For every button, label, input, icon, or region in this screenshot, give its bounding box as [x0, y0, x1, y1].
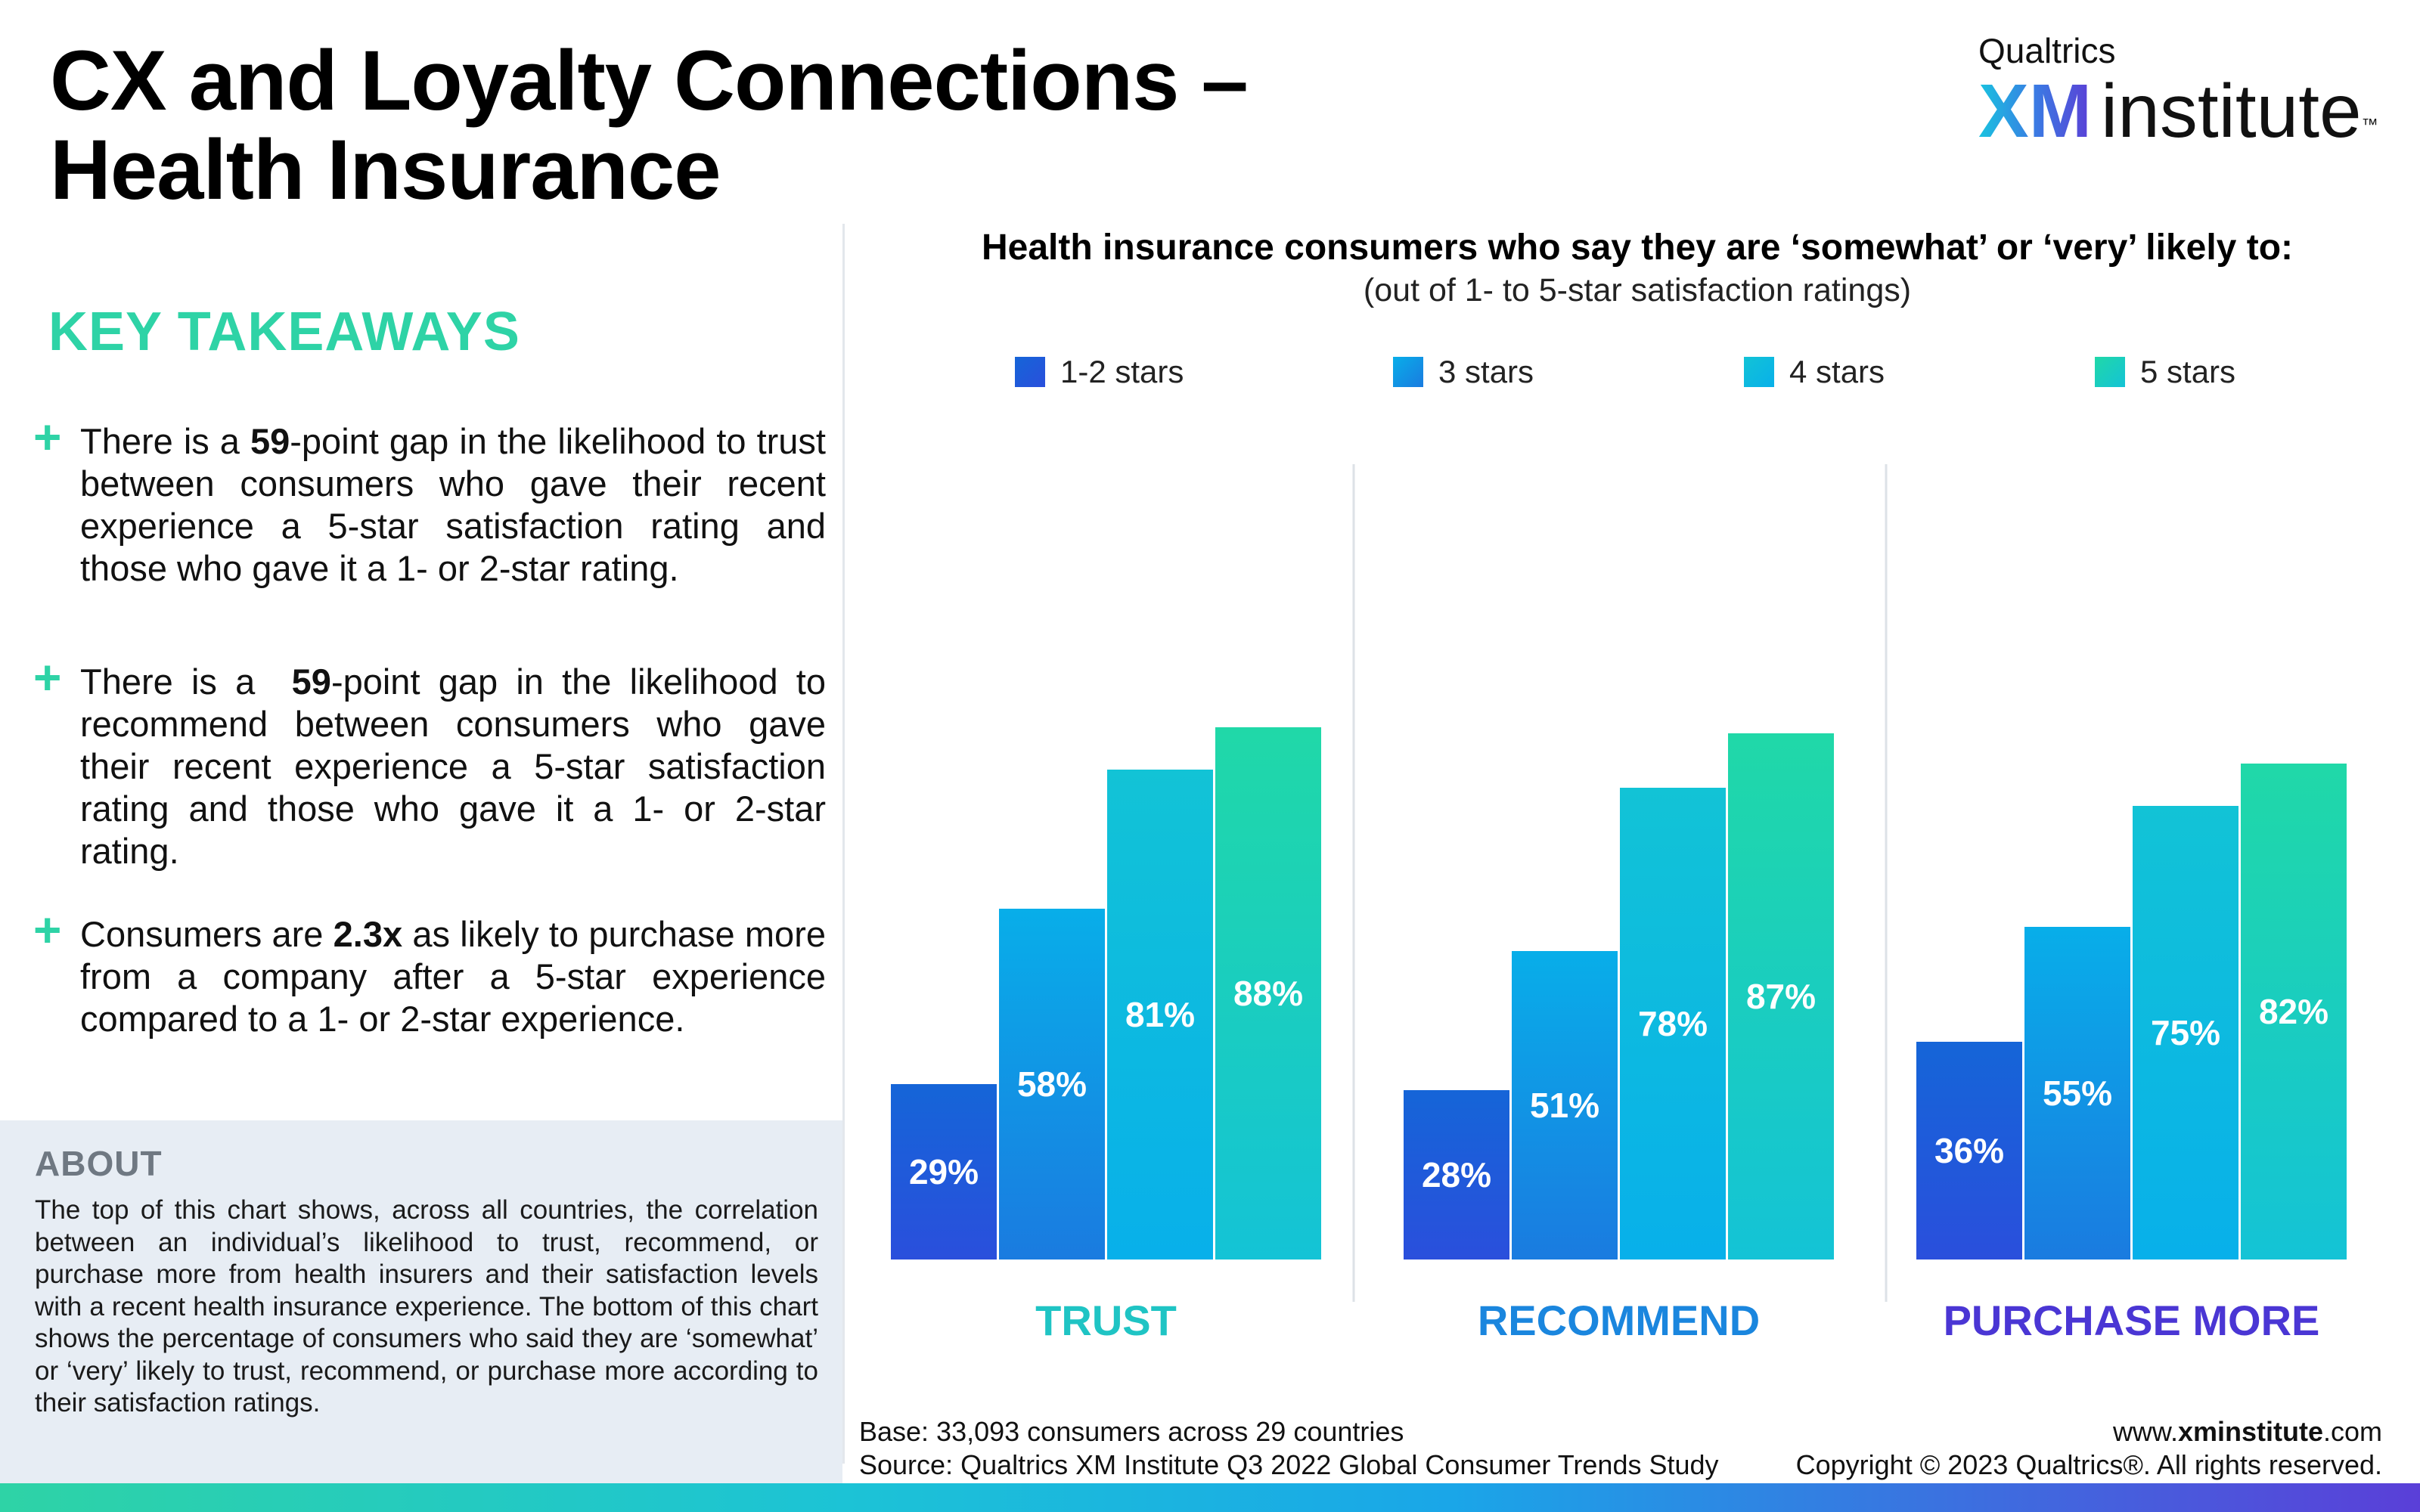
- page-title: CX and Loyalty Connections – Health Insu…: [50, 36, 1336, 215]
- takeaway-2-before: There is a: [80, 662, 292, 702]
- takeaway-1-bold: 59: [250, 421, 290, 461]
- takeaway-3-bold: 2.3x: [333, 914, 403, 954]
- chart-subtitle: (out of 1- to 5-star satisfaction rating…: [1363, 272, 1912, 308]
- plus-icon: +: [33, 650, 62, 705]
- takeaway-text-3: Consumers are 2.3x as likely to purchase…: [80, 913, 826, 1040]
- logo-xm-text: XM: [1978, 69, 2092, 153]
- legend-label: 5 stars: [2140, 354, 2236, 389]
- data-label: 28%: [1422, 1155, 1491, 1194]
- takeaway-1-before: There is a: [80, 421, 250, 461]
- page-title-line-2: Health Insurance: [50, 122, 721, 217]
- footer-url-prefix: www.: [2112, 1416, 2178, 1447]
- data-label: 78%: [1638, 1004, 1708, 1043]
- data-label: 75%: [2151, 1013, 2220, 1052]
- logo-institute-text: institute: [2101, 69, 2362, 153]
- legend-swatch-5-stars: [2095, 357, 2125, 387]
- bar-recommend-4-stars: [1620, 788, 1726, 1259]
- takeaway-2-bold: 59: [291, 662, 331, 702]
- footer-base: Base: 33,093 consumers across 29 countri…: [859, 1416, 1404, 1447]
- legend-item-3-stars: 3 stars: [1393, 354, 1534, 389]
- key-takeaways-heading: KEY TAKEAWAYS: [48, 302, 520, 362]
- takeaway-2-after: -point gap in the likelihood to recommen…: [80, 662, 826, 871]
- data-label: 29%: [909, 1152, 979, 1191]
- about-text: The top of this chart shows, across all …: [35, 1195, 818, 1418]
- legend-label: 4 stars: [1789, 354, 1885, 389]
- takeaway-3-after: as likely to purchase more from a compan…: [80, 914, 826, 1039]
- bar-purchase-more-3-stars: [2024, 927, 2130, 1259]
- takeaway-text-2: There is a 59-point gap in the likelihoo…: [80, 661, 826, 872]
- legend-item-5-stars: 5 stars: [2095, 354, 2236, 389]
- takeaway-1-after: -point gap in the likelihood to trust be…: [80, 421, 826, 588]
- category-label-purchase-more: PURCHASE MORE: [1944, 1297, 2320, 1344]
- legend-item-4-stars: 4 stars: [1744, 354, 1885, 389]
- bar-recommend-1-2-stars: [1404, 1090, 1509, 1259]
- footer-source: Source: Qualtrics XM Institute Q3 2022 G…: [859, 1449, 1719, 1480]
- data-label: 81%: [1125, 995, 1195, 1034]
- legend-swatch-1-2-stars: [1015, 357, 1045, 387]
- about-heading: ABOUT: [35, 1144, 163, 1183]
- logo-main: XM institute™: [1978, 70, 2378, 153]
- xm-institute-logo: Qualtrics XM institute™: [1978, 30, 2378, 153]
- data-label: 55%: [2043, 1074, 2112, 1113]
- footer-left: Base: 33,093 consumers across 29 countri…: [859, 1415, 1719, 1482]
- data-label: 51%: [1530, 1086, 1599, 1125]
- footer-right: www.xminstitute.com Copyright © 2023 Qua…: [1796, 1415, 2382, 1482]
- bottom-gradient-bar: [0, 1483, 2420, 1512]
- data-label: 36%: [1934, 1131, 2004, 1170]
- bar-trust-1-2-stars: [891, 1084, 997, 1259]
- bar-trust-3-stars: [999, 909, 1105, 1259]
- page-title-line-1: CX and Loyalty Connections –: [50, 33, 1249, 128]
- data-label: 58%: [1017, 1064, 1087, 1104]
- chart-title: Health insurance consumers who say they …: [982, 228, 2293, 268]
- takeaway-text-1: There is a 59-point gap in the likelihoo…: [80, 420, 826, 590]
- legend-label: 3 stars: [1438, 354, 1534, 389]
- logo-qualtrics-text: Qualtrics: [1978, 31, 2116, 70]
- footer-copyright: Copyright © 2023 Qualtrics®. All rights …: [1795, 1449, 2382, 1480]
- bar-recommend-5-stars: [1728, 733, 1834, 1259]
- bar-purchase-more-1-2-stars: [1916, 1042, 2022, 1259]
- vertical-divider: [842, 224, 845, 1464]
- plus-icon: +: [33, 410, 62, 464]
- legend-item-1-2-stars: 1-2 stars: [1015, 354, 1184, 389]
- plus-icon: +: [33, 903, 62, 957]
- about-panel: ABOUT The top of this chart shows, acros…: [0, 1120, 842, 1485]
- bar-purchase-more-4-stars: [2133, 806, 2238, 1259]
- footer-url[interactable]: www.xminstitute.com: [1796, 1415, 2382, 1448]
- category-label-trust: TRUST: [1035, 1297, 1177, 1344]
- bar-trust-4-stars: [1107, 770, 1213, 1259]
- data-label: 88%: [1233, 974, 1303, 1013]
- data-label: 82%: [2259, 992, 2328, 1031]
- bar-recommend-3-stars: [1512, 951, 1618, 1259]
- legend-swatch-4-stars: [1744, 357, 1774, 387]
- legend-swatch-3-stars: [1393, 357, 1423, 387]
- bar-purchase-more-5-stars: [2241, 764, 2347, 1259]
- legend-label: 1-2 stars: [1060, 354, 1184, 389]
- footer-url-bold: xminstitute: [2177, 1416, 2323, 1447]
- logo-trademark: ™: [2361, 115, 2378, 134]
- data-label: 87%: [1746, 977, 1816, 1016]
- footer-url-suffix: .com: [2322, 1416, 2382, 1447]
- takeaway-3-before: Consumers are: [80, 914, 334, 954]
- category-label-recommend: RECOMMEND: [1478, 1297, 1760, 1344]
- bar-trust-5-stars: [1215, 727, 1321, 1259]
